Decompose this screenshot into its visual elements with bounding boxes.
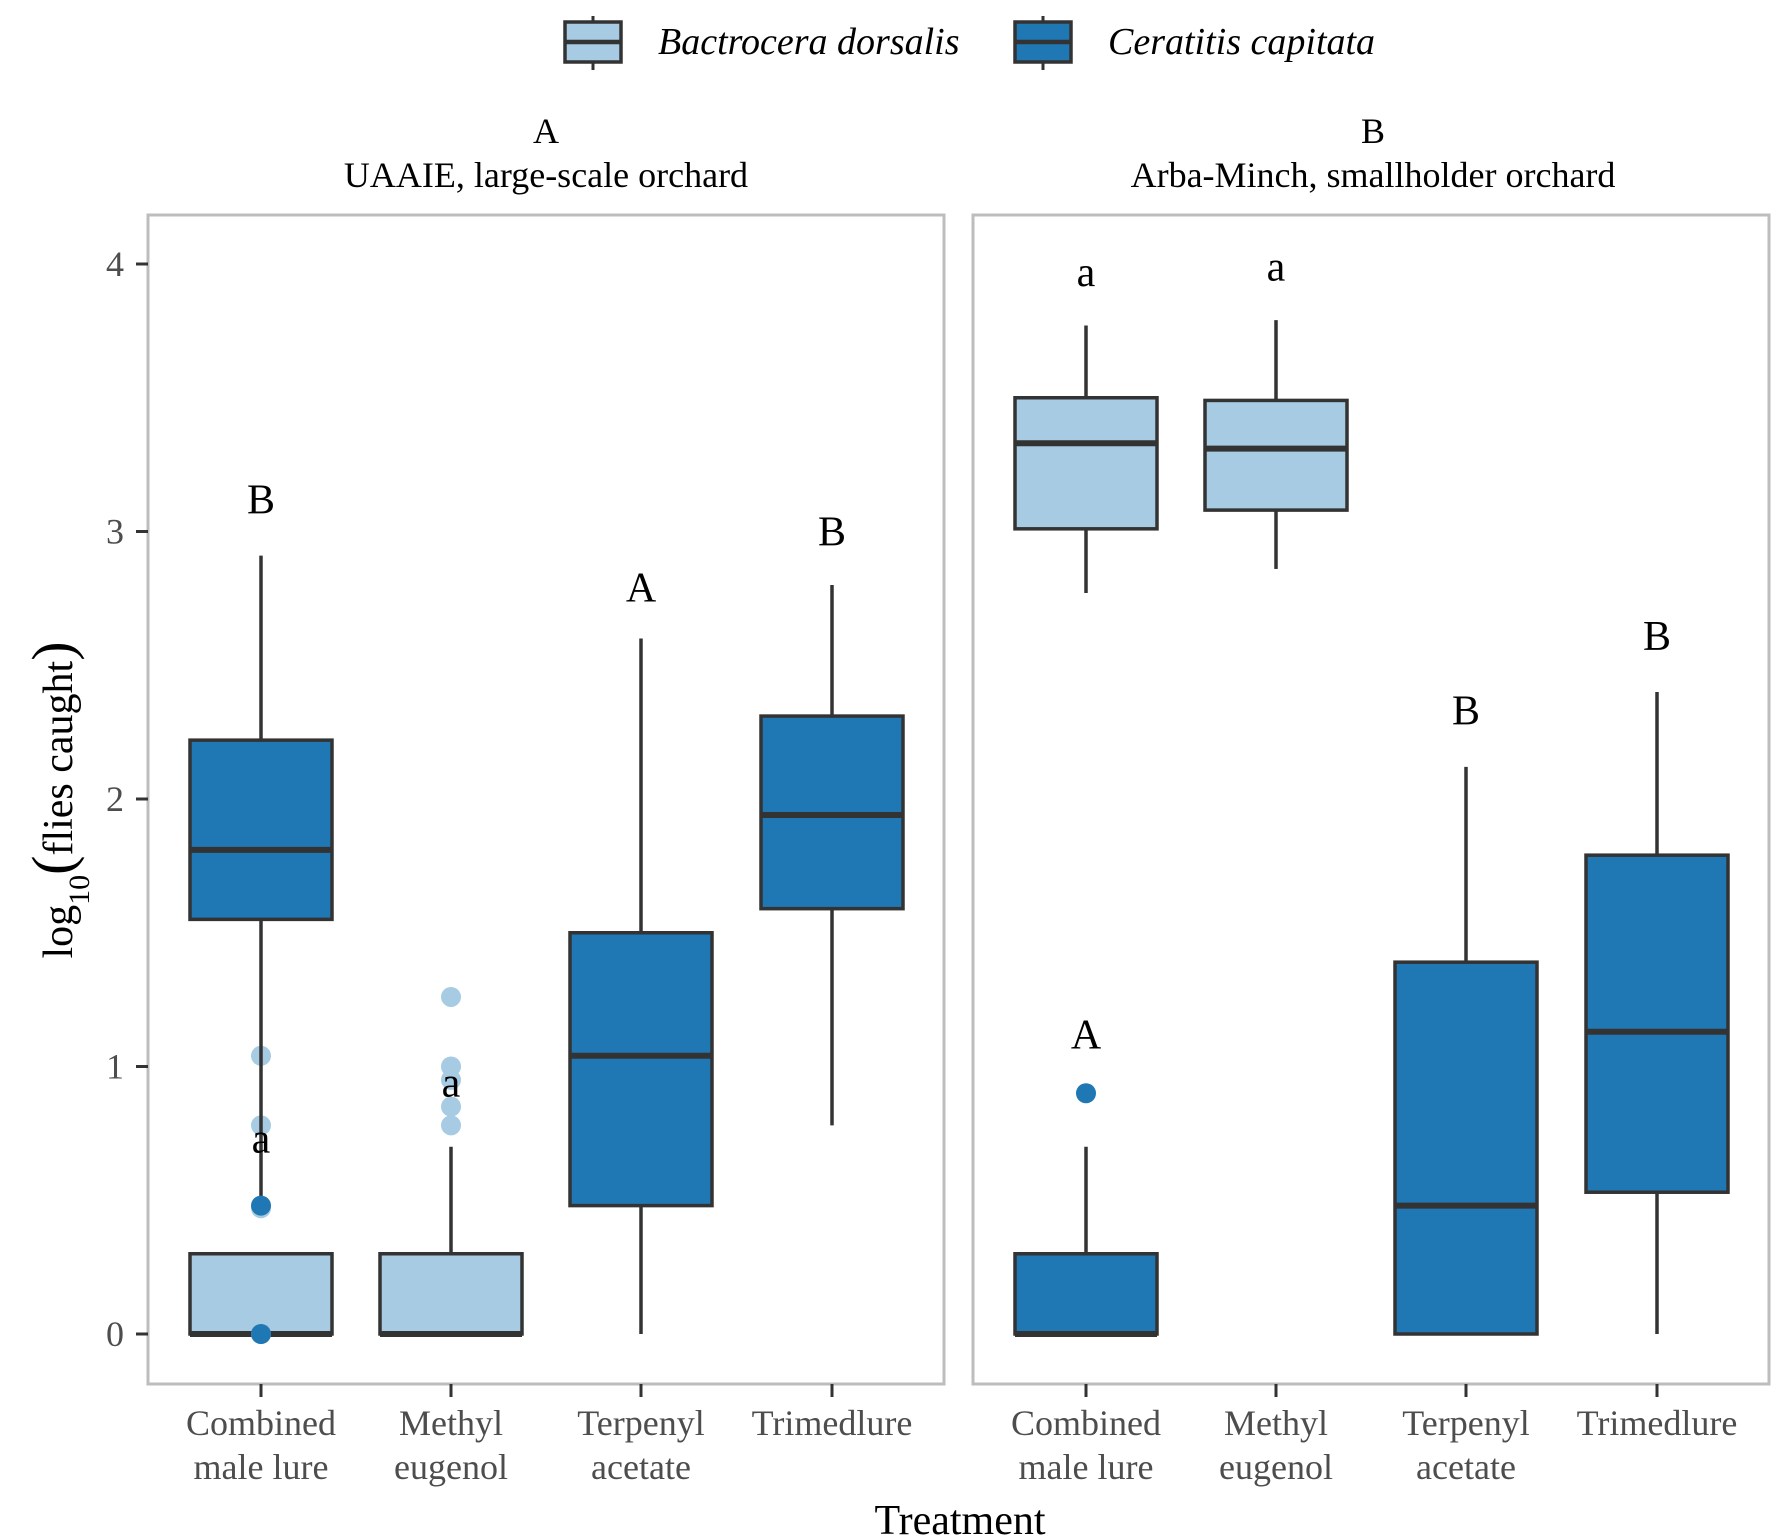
box-body: [1584, 853, 1730, 1194]
significance-letter: a: [1267, 245, 1286, 291]
legend-label-bactrocera: Bactrocera dorsalis: [658, 21, 960, 63]
x-tick-label: eugenol: [394, 1447, 508, 1487]
y-axis: 0 1 2 3 4: [106, 244, 148, 1354]
box-body: [1013, 396, 1159, 531]
outlier-point: [251, 1324, 271, 1344]
box-body: [568, 931, 714, 1208]
x-tick-label: Terpenyl: [577, 1403, 704, 1443]
box-bactrocera-dorsalis: [378, 986, 524, 1337]
box-ceratitis-capitata: [1584, 692, 1730, 1334]
y-tick-label: 0: [106, 1314, 124, 1354]
box-body: [1013, 1252, 1159, 1336]
outlier-point: [1076, 1083, 1096, 1104]
box-ceratitis-capitata: [1393, 766, 1539, 1336]
strip-title-a: A UAAIE, large-scale orchard: [344, 111, 748, 195]
legend-key-ceratitis: [1013, 16, 1073, 70]
significance-letter: A: [626, 566, 657, 612]
box-ceratitis-capitata: [568, 638, 714, 1334]
legend: Bactrocera dorsalis Ceratitis capitata: [563, 16, 1375, 70]
box-body: [1203, 398, 1349, 512]
box-ceratitis-capitata: [1013, 1083, 1159, 1337]
x-tick-label: acetate: [1416, 1447, 1516, 1487]
strip-a-site: UAAIE, large-scale orchard: [344, 155, 748, 195]
x-tick-label: Methyl: [399, 1403, 503, 1443]
x-tick-label: Trimedlure: [752, 1403, 913, 1443]
box-ceratitis-capitata: [759, 585, 905, 1126]
x-tick-label: Methyl: [1224, 1403, 1328, 1443]
y-tick-label: 3: [106, 512, 124, 552]
x-tick-label: Trimedlure: [1577, 1403, 1738, 1443]
y-tick-label: 1: [106, 1047, 124, 1087]
y-axis-title: log10(flies caught): [20, 641, 96, 958]
significance-letter: a: [1077, 250, 1096, 296]
x-tick-label: eugenol: [1219, 1447, 1333, 1487]
significance-letter: B: [818, 510, 846, 556]
panel-b-border: [971, 213, 1771, 1386]
strip-title-b: B Arba-Minch, smallholder orchard: [1131, 111, 1616, 195]
box-body: [188, 738, 334, 922]
significance-letter: B: [1643, 614, 1671, 660]
strip-b-letter: B: [1361, 111, 1385, 151]
outlier-point: [441, 986, 461, 1007]
significance-letter: A: [1071, 1012, 1102, 1058]
strip-a-letter: A: [533, 111, 559, 151]
outlier-point: [251, 1195, 271, 1216]
box-body: [1393, 960, 1539, 1336]
box-body: [188, 1252, 334, 1336]
x-tick-label: Combined: [186, 1403, 336, 1443]
y-tick-label: 2: [106, 779, 124, 819]
significance-letter: B: [1452, 689, 1480, 735]
x-tick-label: Terpenyl: [1402, 1403, 1529, 1443]
significance-letter: a: [442, 1061, 461, 1107]
strip-b-site: Arba-Minch, smallholder orchard: [1131, 155, 1616, 195]
x-tick-label: Combined: [1011, 1403, 1161, 1443]
legend-label-ceratitis: Ceratitis capitata: [1108, 21, 1375, 63]
x-tick-label: male lure: [1019, 1447, 1154, 1487]
box-ceratitis-capitata: [188, 555, 334, 1344]
significance-letter: B: [247, 477, 275, 523]
box-body: [378, 1252, 524, 1336]
outlier-point: [441, 1069, 461, 1090]
x-tick-label: acetate: [591, 1447, 691, 1487]
outlier-point: [441, 1096, 461, 1117]
x-tick-label: male lure: [194, 1447, 329, 1487]
box-bactrocera-dorsalis: [1203, 320, 1349, 569]
panel-a-plot: a Ba A B: [188, 477, 905, 1344]
panel-b-plot: a Aa B B: [1013, 245, 1730, 1337]
x-axis-title: Treatment: [874, 1498, 1045, 1540]
y-tick-label: 4: [106, 244, 124, 284]
box-bactrocera-dorsalis: [1013, 325, 1159, 594]
significance-letter: a: [252, 1117, 271, 1163]
outlier-point: [441, 1115, 461, 1136]
legend-key-bactrocera: [563, 16, 623, 70]
